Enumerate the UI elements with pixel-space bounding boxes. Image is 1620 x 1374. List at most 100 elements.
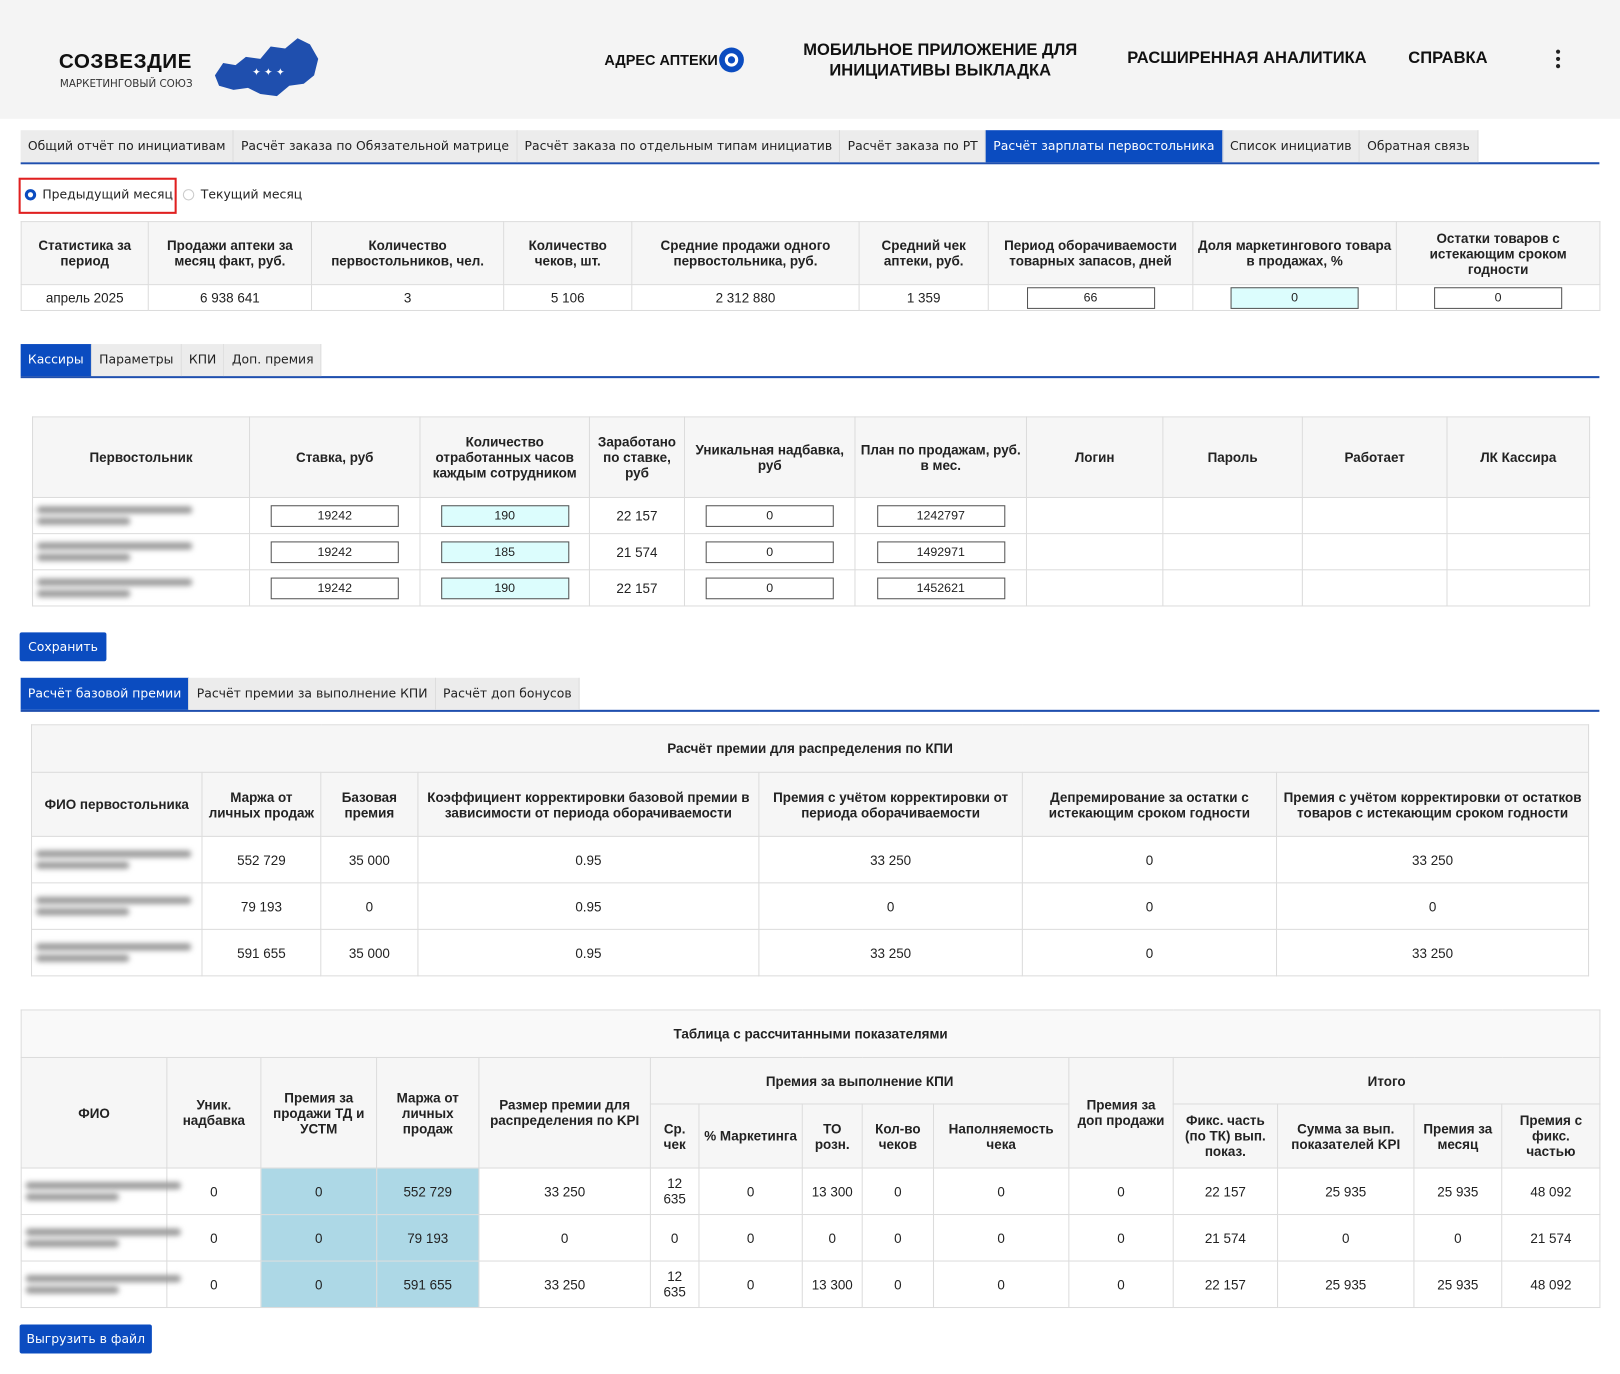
nav-address[interactable]: АДРЕС АПТЕКИ	[604, 51, 718, 69]
stats-table-wrap: Статистика за период Продажи аптеки за ме…	[20, 221, 1601, 311]
nav-mobile-app[interactable]: МОБИЛЬНОЕ ПРИЛОЖЕНИЕ ДЛЯ ИНИЦИАТИВЫ ВЫКЛ…	[803, 41, 1078, 80]
logo-map: ✦ ✦ ✦	[214, 38, 319, 97]
column-header: Премия с учётом корректировки от остатко…	[1276, 771, 1590, 837]
table-cell: 79 193	[376, 1214, 480, 1262]
tab-bar: Расчёт базовой премии Расчёт премии за вы…	[20, 677, 1600, 710]
save-button[interactable]: Сохранить	[19, 632, 107, 662]
input-field[interactable]: 1492971	[876, 540, 1005, 563]
input-field[interactable]: 1452621	[876, 577, 1005, 599]
table-cell	[1025, 496, 1164, 535]
redacted-name	[36, 943, 192, 962]
input-field[interactable]: 0	[705, 540, 834, 563]
input-field[interactable]: 19242	[270, 540, 399, 563]
input-field[interactable]: 66	[1026, 286, 1155, 309]
radio-label: Предыдущий месяц	[42, 187, 173, 202]
table-cell: 0	[1068, 1260, 1174, 1309]
redacted-name	[37, 542, 193, 562]
table-cell: 22 157	[588, 496, 686, 535]
tab[interactable]: Параметры	[91, 344, 182, 377]
tab-underline	[20, 162, 1600, 165]
column-header: Депремирование за остатки с истекающим с…	[1021, 771, 1278, 837]
tab[interactable]: Расчёт доп бонусов	[435, 677, 580, 710]
tab[interactable]: Кассиры	[20, 344, 92, 377]
radio-option[interactable]: Текущий месяц	[183, 187, 302, 201]
radio[interactable]	[24, 188, 37, 200]
table-cell: 13 300	[801, 1260, 863, 1309]
table-cell	[1446, 496, 1591, 535]
table-cell: 0	[320, 882, 419, 930]
redacted-name	[25, 1228, 181, 1248]
column-header: Премия за доп продажи	[1068, 1056, 1174, 1169]
table-cell: 12 635	[649, 1260, 700, 1309]
input-field[interactable]: 185	[440, 540, 569, 563]
table-cell: 0	[1395, 284, 1601, 311]
input-field[interactable]: 0	[705, 577, 834, 599]
table-cell	[1446, 569, 1591, 607]
redacted-line	[37, 542, 193, 550]
redacted-name	[36, 896, 192, 916]
column-header: Премия с фикс. частью	[1501, 1103, 1601, 1169]
tab[interactable]: Расчёт заказа по отдельным типам инициат…	[517, 130, 841, 163]
tab[interactable]: Расчёт базовой премии	[20, 677, 190, 710]
tbody: Расчёт премии для распределения по КПИ ФИ…	[30, 724, 1590, 977]
table-cell	[1446, 533, 1591, 571]
redacted-line	[36, 850, 192, 858]
table-cell: 21 574	[1172, 1214, 1279, 1262]
menu-icon[interactable]	[1552, 48, 1564, 71]
tab[interactable]: Расчёт премии за выполнение КПИ	[189, 677, 436, 710]
table-cell: 2 312 880	[631, 284, 860, 311]
column-header: Ставка, руб	[249, 416, 421, 499]
column-header: Базовая премия	[320, 771, 419, 837]
table-cell: 25 935	[1277, 1260, 1415, 1309]
input-field[interactable]: 19242	[270, 504, 399, 527]
input-field[interactable]: 19242	[270, 577, 399, 599]
tab[interactable]: Расчёт заказа по Обязательной матрице	[233, 130, 518, 163]
nav-analytics[interactable]: РАСШИРЕННАЯ АНАЛИТИКА	[1127, 49, 1367, 68]
table-cell: 19242	[249, 496, 421, 535]
table-cell	[1025, 533, 1164, 571]
name-cell	[20, 1167, 181, 1216]
export-button[interactable]: Выгрузить в файл	[19, 1324, 152, 1354]
column-header: Остатки товаров с истекающим сроком годн…	[1395, 221, 1601, 286]
table-cell: 33 250	[758, 928, 1023, 977]
input-field[interactable]: 1242797	[876, 504, 1005, 527]
tab[interactable]: Расчёт зарплаты первостольника	[986, 130, 1223, 163]
tab[interactable]: Доп. премия	[224, 344, 322, 377]
table-cell	[1162, 569, 1303, 607]
radio-option[interactable]: Предыдущий месяц	[24, 187, 173, 202]
table-cell: 0	[683, 533, 856, 571]
redacted-line	[37, 553, 131, 562]
column-header: Статистика за период	[20, 221, 149, 286]
table-cell: 552 729	[201, 835, 322, 884]
table-cell: 0	[260, 1167, 378, 1216]
table-cell: 1 359	[858, 284, 989, 311]
input-field[interactable]: 0	[1230, 286, 1359, 309]
input-field[interactable]: 190	[440, 504, 569, 527]
radio[interactable]	[183, 188, 195, 200]
table-cell: 0	[932, 1214, 1070, 1262]
nav-help[interactable]: СПРАВКА	[1408, 49, 1488, 68]
bonus-tabs: Расчёт базовой премии Расчёт премии за вы…	[20, 677, 1600, 712]
table-cell: 0	[260, 1260, 378, 1309]
tab[interactable]: Список инициатив	[1222, 130, 1360, 163]
table-row: 19242 190 22 157 0 1242797	[32, 496, 1591, 535]
table-cell: 22 157	[1172, 1260, 1279, 1309]
tbody: Статистика за период Продажи аптеки за ме…	[20, 221, 1601, 311]
table-cell: 0.95	[417, 928, 760, 977]
table-cell	[1162, 496, 1303, 535]
address-icon[interactable]	[718, 46, 745, 73]
tab[interactable]: КПИ	[181, 344, 225, 377]
input-field[interactable]: 0	[705, 504, 834, 527]
table-cell: 48 092	[1501, 1260, 1601, 1309]
table-cell: 6 938 641	[147, 284, 313, 311]
table: Расчёт премии для распределения по КПИ ФИ…	[30, 724, 1590, 977]
input-field[interactable]: 0	[1434, 286, 1563, 309]
table-cell: 0	[1068, 1167, 1174, 1216]
tab[interactable]: Обратная связь	[1359, 130, 1479, 163]
input-field[interactable]: 190	[440, 577, 569, 599]
column-header: Доля маркетингового товара в продажах, %	[1192, 221, 1397, 286]
tab[interactable]: Общий отчёт по инициативам	[20, 130, 234, 163]
tab[interactable]: Расчёт заказа по РТ	[840, 130, 987, 163]
